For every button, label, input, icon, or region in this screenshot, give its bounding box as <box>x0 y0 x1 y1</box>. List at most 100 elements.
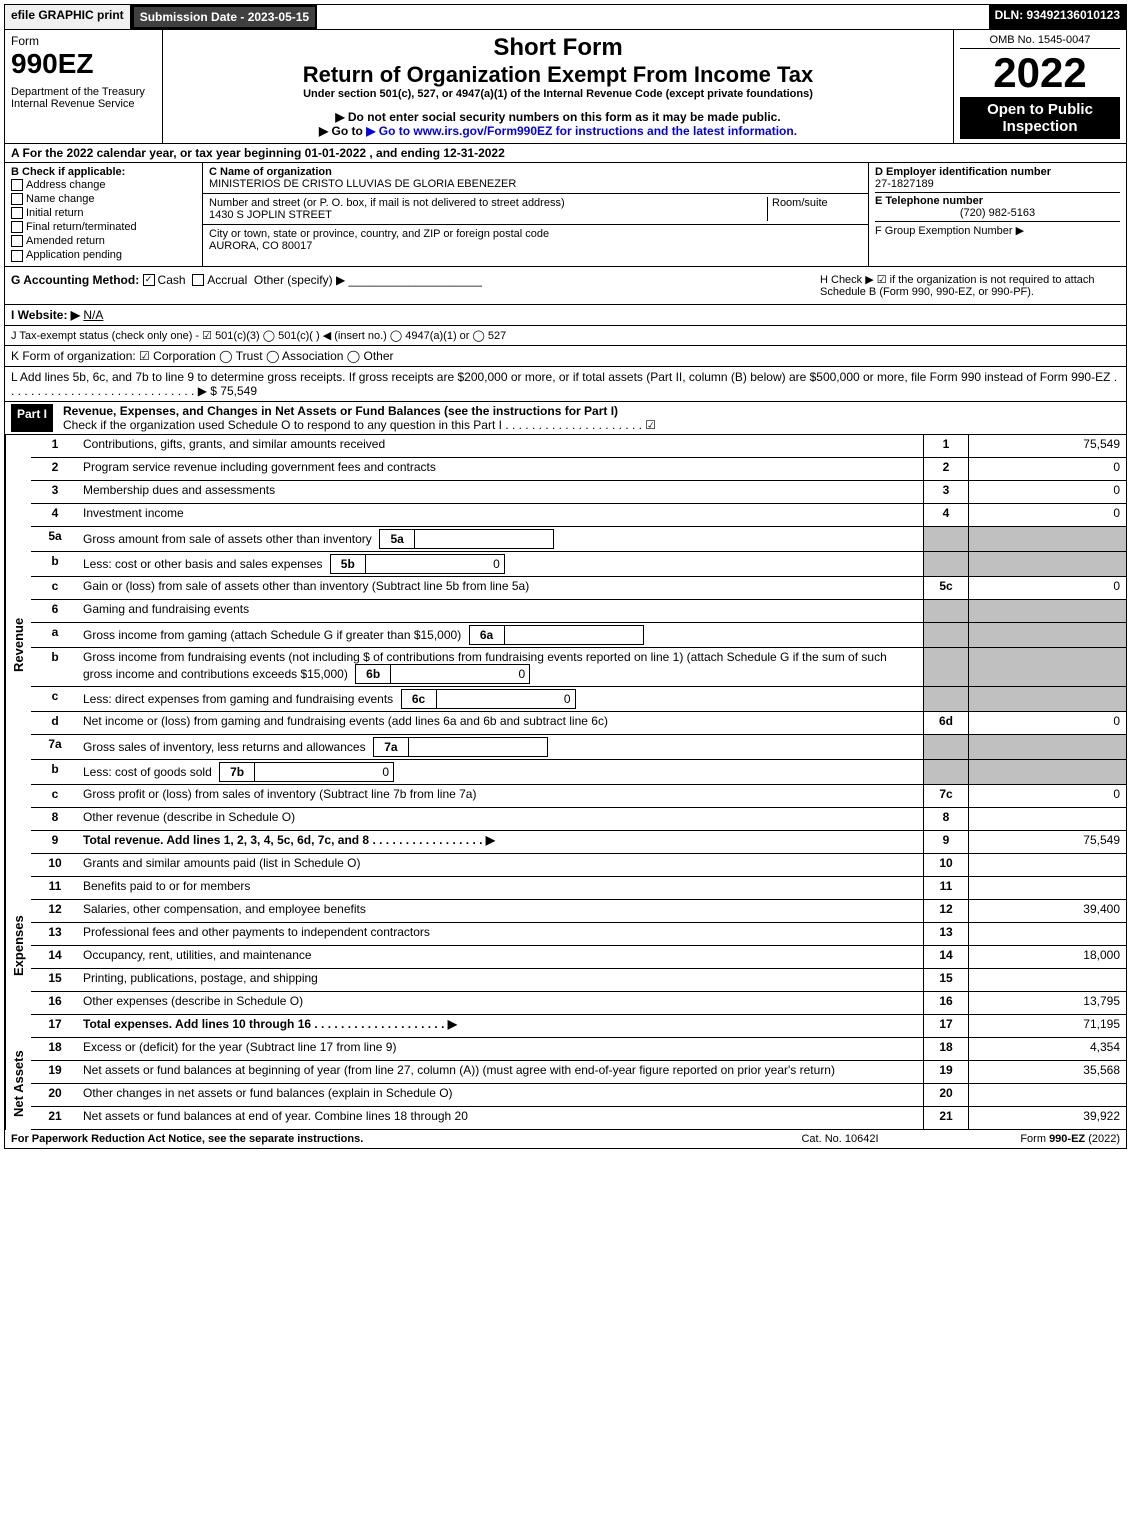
right-line-value: 39,922 <box>968 1107 1126 1129</box>
line-description: Printing, publications, postage, and shi… <box>79 969 923 991</box>
section-l: L Add lines 5b, 6c, and 7b to line 9 to … <box>5 367 1126 402</box>
line-5a: 5aGross amount from sale of assets other… <box>31 527 1126 552</box>
right-line-number: 19 <box>923 1061 968 1083</box>
efile-print-button[interactable]: efile GRAPHIC print <box>5 5 132 29</box>
line-number: 4 <box>31 504 79 526</box>
row-bcdef: B Check if applicable: Address change Na… <box>5 163 1126 267</box>
line-number: 10 <box>31 854 79 876</box>
expenses-block: Expenses 10Grants and similar amounts pa… <box>5 854 1126 1038</box>
line-number: 21 <box>31 1107 79 1129</box>
line-number: 1 <box>31 435 79 457</box>
c-addr-label: Number and street (or P. O. box, if mail… <box>209 197 767 209</box>
inline-box-5b: 5b0 <box>330 554 505 574</box>
line-2: 2Program service revenue including gover… <box>31 458 1126 481</box>
f-group-label: F Group Exemption Number ▶ <box>875 221 1120 237</box>
line-21: 21Net assets or fund balances at end of … <box>31 1107 1126 1130</box>
line-number: b <box>31 648 79 686</box>
line-number: 8 <box>31 808 79 830</box>
right-line-number: 14 <box>923 946 968 968</box>
right-line-value <box>968 687 1126 711</box>
form-990ez-container: efile GRAPHIC print Submission Date - 20… <box>4 4 1127 1149</box>
check-cash[interactable]: ✓ <box>143 274 155 286</box>
line-description: Salaries, other compensation, and employ… <box>79 900 923 922</box>
right-line-number: 6d <box>923 712 968 734</box>
line-14: 14Occupancy, rent, utilities, and mainte… <box>31 946 1126 969</box>
right-line-number: 12 <box>923 900 968 922</box>
part1-check: Check if the organization used Schedule … <box>63 418 656 432</box>
right-line-value: 0 <box>968 504 1126 526</box>
right-line-value <box>968 735 1126 759</box>
check-final-return[interactable]: Final return/terminated <box>11 220 196 234</box>
website-value: N/A <box>83 308 103 322</box>
other-specify: Other (specify) ▶ <box>254 273 345 287</box>
c-name-label: C Name of organization <box>209 166 862 178</box>
note-ssn: ▶ Do not enter social security numbers o… <box>169 110 947 124</box>
right-line-value <box>968 552 1126 576</box>
line-4: 4Investment income40 <box>31 504 1126 527</box>
submission-date-button[interactable]: Submission Date - 2023-05-15 <box>132 5 317 29</box>
line-description: Gross income from gaming (attach Schedul… <box>79 623 923 647</box>
header-row: Form 990EZ Department of the Treasury In… <box>5 30 1126 144</box>
revenue-block: Revenue 1Contributions, gifts, grants, a… <box>5 435 1126 854</box>
section-gh: G Accounting Method: ✓Cash Accrual Other… <box>5 267 1126 305</box>
right-line-number: 8 <box>923 808 968 830</box>
right-line-value <box>968 600 1126 622</box>
line-number: 5a <box>31 527 79 551</box>
line-number: 3 <box>31 481 79 503</box>
line-description: Net assets or fund balances at end of ye… <box>79 1107 923 1129</box>
line-number: c <box>31 687 79 711</box>
inline-box-7b: 7b0 <box>219 762 394 782</box>
line-number: d <box>31 712 79 734</box>
right-line-value: 4,354 <box>968 1038 1126 1060</box>
line-19: 19Net assets or fund balances at beginni… <box>31 1061 1126 1084</box>
part1-title: Revenue, Expenses, and Changes in Net As… <box>63 404 618 418</box>
part1-header-row: Part I Revenue, Expenses, and Changes in… <box>5 402 1126 435</box>
line-18: 18Excess or (deficit) for the year (Subt… <box>31 1038 1126 1061</box>
right-line-value <box>968 527 1126 551</box>
line-5b: bLess: cost or other basis and sales exp… <box>31 552 1126 577</box>
line-description: Occupancy, rent, utilities, and maintena… <box>79 946 923 968</box>
inline-box-5a: 5a <box>379 529 554 549</box>
section-b-label: B Check if applicable: <box>11 166 196 178</box>
check-initial-return[interactable]: Initial return <box>11 206 196 220</box>
check-amended-return[interactable]: Amended return <box>11 234 196 248</box>
inline-box-6a: 6a <box>469 625 644 645</box>
line-description: Total revenue. Add lines 1, 2, 3, 4, 5c,… <box>79 831 923 853</box>
check-application-pending[interactable]: Application pending <box>11 248 196 262</box>
line-1: 1Contributions, gifts, grants, and simil… <box>31 435 1126 458</box>
line-number: b <box>31 552 79 576</box>
right-line-number <box>923 552 968 576</box>
right-line-value: 13,795 <box>968 992 1126 1014</box>
irs-link[interactable]: ▶ Go to www.irs.gov/Form990EZ for instru… <box>366 124 797 138</box>
irs-label: Internal Revenue Service <box>11 98 156 110</box>
line-6b: bGross income from fundraising events (n… <box>31 648 1126 687</box>
right-line-value: 0 <box>968 785 1126 807</box>
line-description: Professional fees and other payments to … <box>79 923 923 945</box>
line-number: 2 <box>31 458 79 480</box>
right-line-number: 1 <box>923 435 968 457</box>
check-address-change[interactable]: Address change <box>11 178 196 192</box>
line-6d: dNet income or (loss) from gaming and fu… <box>31 712 1126 735</box>
line-7c: cGross profit or (loss) from sales of in… <box>31 785 1126 808</box>
right-line-number <box>923 687 968 711</box>
right-line-value: 0 <box>968 481 1126 503</box>
line-description: Other changes in net assets or fund bala… <box>79 1084 923 1106</box>
section-b: B Check if applicable: Address change Na… <box>5 163 203 266</box>
section-l-value: 75,549 <box>220 384 257 398</box>
right-line-number <box>923 648 968 686</box>
check-accrual[interactable] <box>192 274 204 286</box>
right-line-value <box>968 854 1126 876</box>
check-name-change[interactable]: Name change <box>11 192 196 206</box>
right-line-value <box>968 877 1126 899</box>
right-line-number <box>923 600 968 622</box>
header-left: Form 990EZ Department of the Treasury In… <box>5 30 163 143</box>
section-a: A For the 2022 calendar year, or tax yea… <box>5 144 1126 163</box>
line-3: 3Membership dues and assessments30 <box>31 481 1126 504</box>
section-h: H Check ▶ ☑ if the organization is not r… <box>820 273 1120 298</box>
subtitle: Under section 501(c), 527, or 4947(a)(1)… <box>169 88 947 100</box>
ein-value: 27-1827189 <box>875 178 1120 190</box>
room-suite-label: Room/suite <box>767 197 862 221</box>
line-number: 20 <box>31 1084 79 1106</box>
omb-number: OMB No. 1545-0047 <box>960 34 1120 49</box>
org-name: MINISTERIOS DE CRISTO LLUVIAS DE GLORIA … <box>209 178 862 190</box>
